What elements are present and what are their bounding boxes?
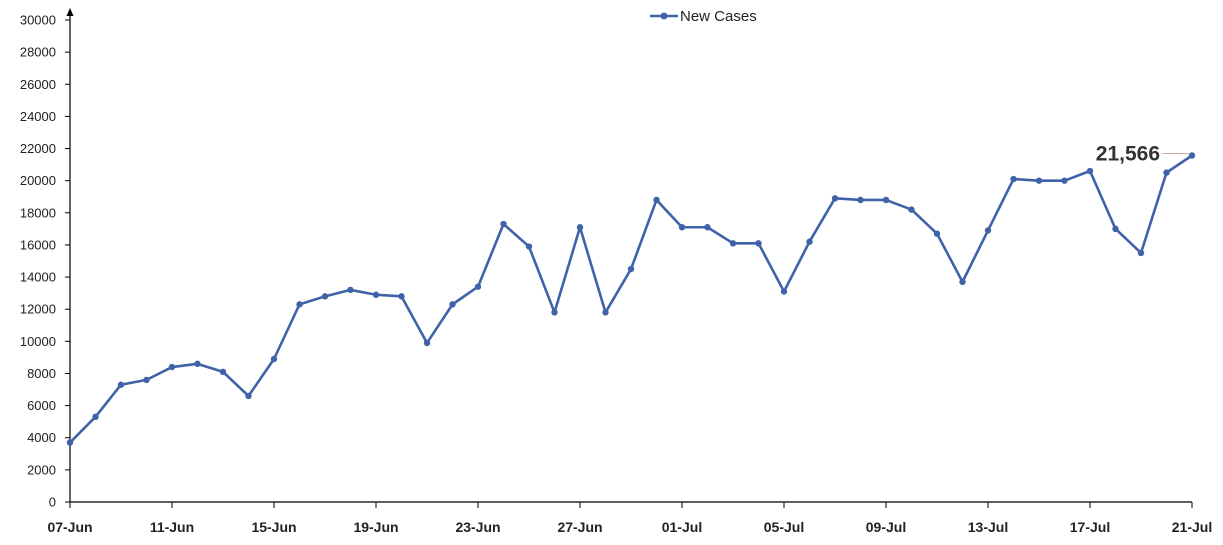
data-point — [321, 293, 329, 300]
x-tick-label: 23-Jun — [455, 519, 500, 535]
x-tick-label: 11-Jun — [150, 519, 194, 535]
data-point — [780, 288, 788, 295]
data-point — [143, 376, 150, 384]
data-point — [1061, 177, 1068, 184]
data-point — [1010, 175, 1017, 183]
y-tick-label: 24000 — [20, 109, 56, 124]
y-tick-label: 14000 — [20, 270, 56, 285]
data-point — [1137, 249, 1145, 257]
data-point — [219, 368, 227, 376]
x-tick-label: 17-Jul — [1070, 519, 1110, 535]
data-point — [245, 392, 252, 400]
y-tick-label: 26000 — [20, 77, 56, 92]
data-point — [678, 224, 686, 231]
data-point — [296, 301, 303, 308]
data-point — [66, 439, 74, 446]
x-tick-label: 07-Jun — [47, 519, 92, 535]
y-tick-label: 4000 — [27, 430, 56, 445]
y-tick-label: 10000 — [20, 334, 56, 349]
data-point — [449, 301, 456, 308]
y-axis-ticks: 0 2000 4000 6000 8000 10000 12000 14000 16000 180… — [20, 13, 70, 510]
y-tick-label: 18000 — [20, 205, 56, 220]
data-point — [908, 206, 915, 213]
callout-label: 21,566 — [1096, 143, 1160, 166]
data-point — [347, 286, 354, 294]
series-new-cases — [66, 152, 1196, 446]
x-tick-label: 19-Jun — [353, 519, 398, 535]
data-point — [653, 196, 660, 204]
y-tick-label: 2000 — [27, 462, 56, 477]
y-axis-arrowhead — [66, 8, 74, 16]
x-axis-ticks: 07-Jun 11-Jun 15-Jun 19-Jun 23-Jun 27-Jun 01-J… — [47, 502, 1212, 535]
y-tick-label: 30000 — [20, 13, 56, 28]
data-point — [117, 381, 125, 388]
data-point — [1112, 225, 1119, 233]
data-point — [576, 224, 584, 231]
x-tick-label: 01-Jul — [662, 519, 702, 535]
data-point — [857, 196, 864, 204]
y-tick-label: 28000 — [20, 45, 56, 60]
data-point — [831, 195, 839, 202]
data-point — [1086, 167, 1094, 175]
data-point — [959, 278, 966, 286]
legend-label: New Cases — [680, 8, 757, 25]
data-point — [806, 238, 813, 245]
x-tick-label: 13-Jul — [968, 519, 1008, 535]
data-point — [602, 309, 609, 316]
data-point — [933, 230, 941, 237]
data-point — [1035, 177, 1043, 184]
data-point — [1188, 152, 1196, 159]
data-point — [474, 283, 482, 290]
data-point — [92, 413, 99, 421]
data-point — [627, 265, 635, 273]
data-point — [984, 227, 992, 234]
data-point — [704, 224, 711, 231]
y-tick-label: 6000 — [27, 398, 56, 413]
data-point — [525, 243, 533, 250]
data-point — [194, 360, 201, 368]
y-tick-label: 12000 — [20, 302, 56, 317]
legend: New Cases — [650, 8, 757, 25]
x-tick-label: 21-Jul — [1172, 519, 1212, 535]
data-point — [1163, 169, 1170, 176]
data-point — [882, 196, 890, 204]
x-tick-label: 09-Jul — [866, 519, 906, 535]
y-tick-label: 0 — [49, 495, 56, 510]
y-tick-label: 20000 — [20, 173, 56, 188]
data-point — [755, 240, 762, 247]
y-tick-label: 16000 — [20, 237, 56, 252]
data-point — [168, 363, 176, 371]
data-point — [551, 309, 558, 316]
data-point — [729, 240, 737, 247]
series-line — [69, 154, 1193, 444]
data-point — [423, 339, 431, 347]
y-tick-label: 8000 — [27, 366, 56, 381]
data-point — [270, 355, 278, 363]
data-point — [398, 293, 405, 300]
data-point — [500, 220, 507, 228]
data-point — [372, 291, 380, 298]
y-tick-label: 22000 — [20, 141, 56, 156]
x-tick-label: 27-Jun — [557, 519, 602, 535]
legend-swatch-marker — [660, 12, 668, 20]
x-tick-label: 05-Jul — [764, 519, 804, 535]
x-tick-label: 15-Jun — [251, 519, 296, 535]
